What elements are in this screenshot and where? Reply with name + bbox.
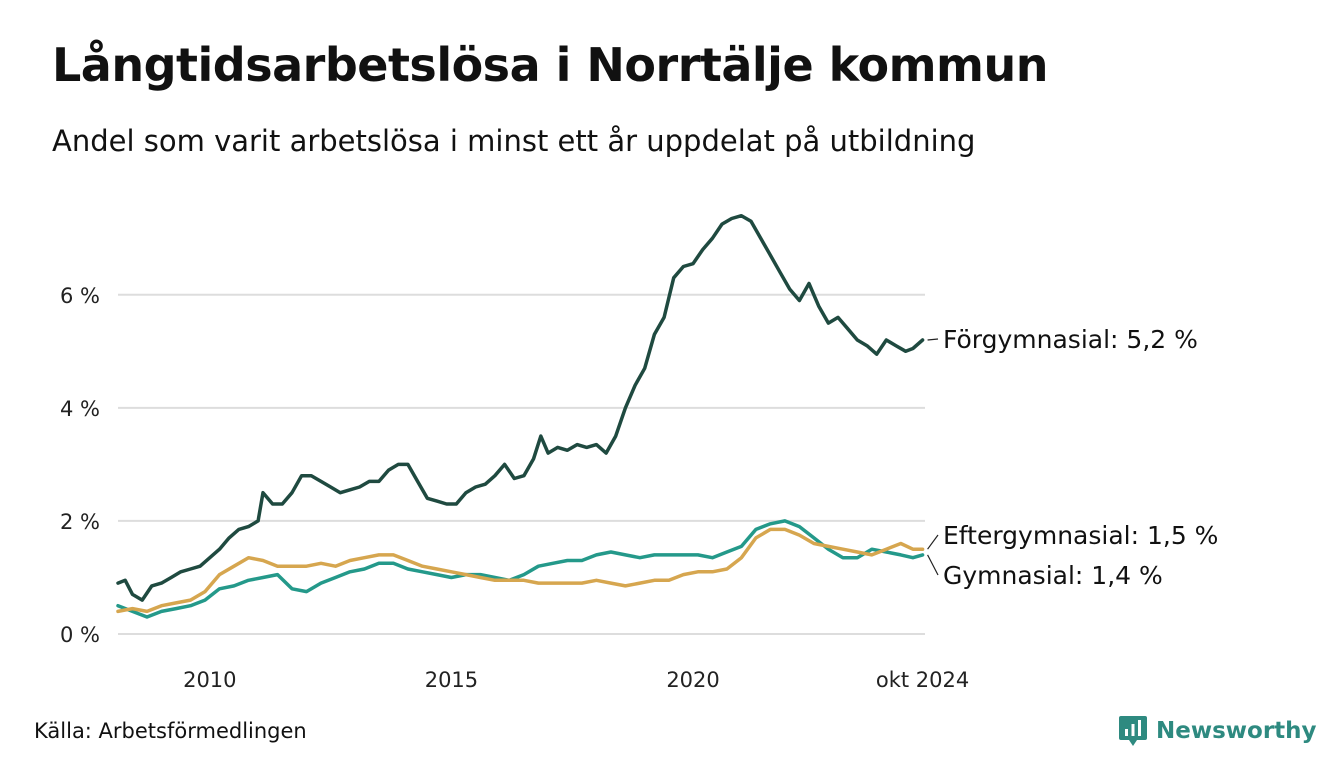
line-chart: 0 % 2 % 4 % 6 % 2010 2015 2020 okt 2024 Förgym… bbox=[60, 213, 1218, 692]
y-tick-label: 0 % bbox=[60, 623, 100, 647]
series-line-gymnasial bbox=[116, 519, 925, 619]
x-tick-label: 2015 bbox=[425, 668, 478, 692]
series-label-eftergymnasial: Eftergymnasial: 1,5 % bbox=[943, 521, 1218, 550]
series-line-eftergymnasial bbox=[116, 527, 925, 614]
newsworthy-logo: Newsworthy bbox=[1118, 713, 1317, 749]
series-layer bbox=[116, 213, 925, 619]
chart-subtitle: Andel som varit arbetslösa i minst ett å… bbox=[52, 124, 976, 158]
y-tick-label: 4 % bbox=[60, 397, 100, 421]
series-line-forgymnasial bbox=[116, 213, 925, 602]
brand-name: Newsworthy bbox=[1156, 718, 1317, 744]
series-label-forgymnasial: Förgymnasial: 5,2 % bbox=[943, 325, 1198, 354]
series-label-gymnasial: Gymnasial: 1,4 % bbox=[943, 561, 1163, 590]
x-tick-label: 2020 bbox=[666, 668, 719, 692]
newsworthy-logo-icon bbox=[1119, 716, 1147, 746]
source-note: Källa: Arbetsförmedlingen bbox=[34, 719, 307, 743]
leader-line-eftergymnasial bbox=[927, 534, 939, 550]
chart-title: Långtidsarbetslösa i Norrtälje kommun bbox=[52, 38, 1048, 92]
y-tick-label: 2 % bbox=[60, 510, 100, 534]
y-axis-ticks: 0 % 2 % 4 % 6 % bbox=[60, 284, 100, 647]
x-tick-label: okt 2024 bbox=[876, 668, 969, 692]
leader-line-forgymnasial bbox=[927, 338, 939, 341]
series-end-labels: Förgymnasial: 5,2 % Gymnasial: 1,4 % Efter… bbox=[927, 325, 1218, 590]
y-tick-label: 6 % bbox=[60, 284, 100, 308]
x-tick-label: 2010 bbox=[183, 668, 236, 692]
leader-line-gymnasial bbox=[927, 554, 939, 576]
grid-layer bbox=[118, 293, 925, 635]
x-axis-ticks: 2010 2015 2020 okt 2024 bbox=[183, 668, 969, 692]
